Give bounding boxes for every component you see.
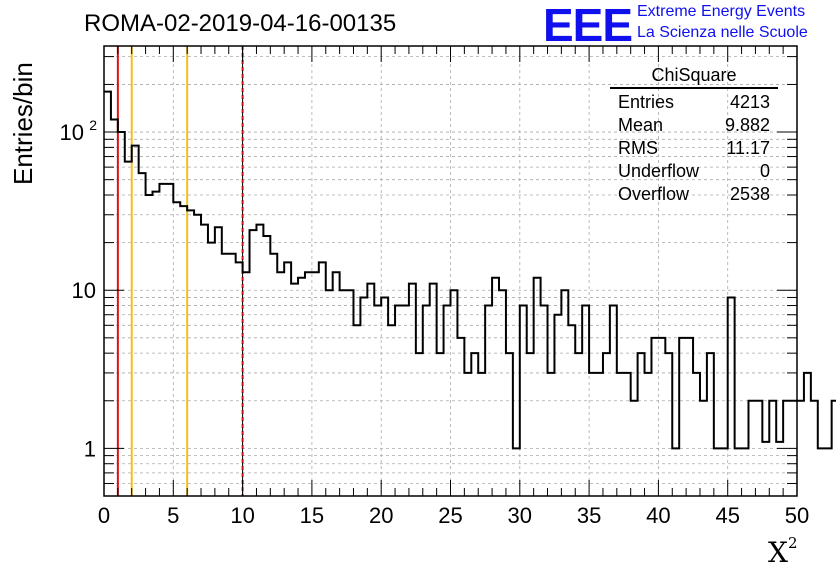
x-tick-label: 30 <box>508 503 532 528</box>
x-tick-label: 10 <box>230 503 254 528</box>
x-tick-label: 45 <box>715 503 739 528</box>
stats-row-overflow: Overflow 2538 <box>610 183 778 206</box>
logo-line-2: La Scienza nelle Scuole <box>637 24 808 41</box>
histogram-line <box>104 90 836 450</box>
x-tick-label: 35 <box>577 503 601 528</box>
grid <box>104 46 797 497</box>
eee-logo: EEE <box>543 0 633 51</box>
stats-label: Overflow <box>618 184 690 204</box>
y-axis-label: Entries/bin <box>8 62 38 185</box>
stats-box: ChiSquare Entries 4213 Mean 9.882 RMS 11.17… <box>610 65 778 206</box>
x-tick-label: 5 <box>167 503 179 528</box>
y-tick-label-sup: 2 <box>89 117 97 133</box>
stats-value: 11.17 <box>726 138 770 158</box>
logo-line-1: Extreme Energy Events <box>637 3 806 20</box>
y-tick-label: 10 <box>72 278 96 303</box>
stats-row-mean: Mean 9.882 <box>610 114 778 137</box>
stats-value: 0 <box>759 161 770 181</box>
stats-value: 4213 <box>729 92 770 112</box>
stats-title: ChiSquare <box>610 65 778 89</box>
stats-value: 9.882 <box>724 115 770 135</box>
reference-lines <box>116 46 244 496</box>
stats-label: Underflow <box>618 161 700 181</box>
y-tick-label: 10 <box>60 120 84 145</box>
stats-row-rms: RMS 11.17 <box>610 137 778 160</box>
stats-row-underflow: Underflow 0 <box>610 160 778 183</box>
x-tick-label: 20 <box>369 503 393 528</box>
x-tick-label: 40 <box>646 503 670 528</box>
x-axis-label-sup: 2 <box>787 534 798 552</box>
x-tick-label: 0 <box>98 503 110 528</box>
x-tick-label: 15 <box>300 503 324 528</box>
tick-labels: 0 5 10 15 20 25 30 35 40 45 50 1 10 10 2 <box>60 117 810 528</box>
axis-ticks <box>103 46 798 497</box>
stats-label: Mean <box>618 115 664 135</box>
x-tick-label: 25 <box>438 503 462 528</box>
x-tick-label: 50 <box>785 503 809 528</box>
y-tick-label: 1 <box>84 436 96 461</box>
chart-title: ROMA-02-2019-04-16-00135 <box>84 10 397 37</box>
stats-value: 2538 <box>729 184 770 204</box>
x-axis-label-base: Χ <box>768 536 788 569</box>
stats-label: Entries <box>618 92 675 112</box>
stats-label: RMS <box>618 138 658 158</box>
x-axis-label: Χ2 <box>768 534 798 569</box>
stats-row-entries: Entries 4213 <box>610 91 778 114</box>
